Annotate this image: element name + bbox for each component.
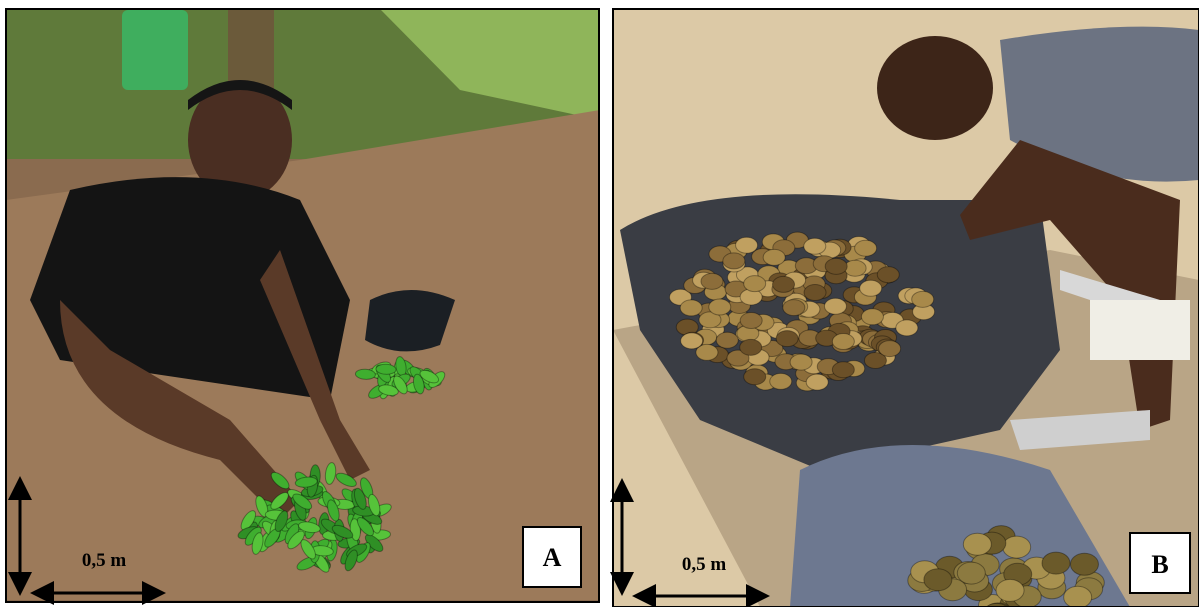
fruit	[744, 369, 766, 385]
fruit	[763, 249, 785, 265]
fruit	[1042, 552, 1070, 574]
photo-b	[613, 9, 1199, 607]
scale-label: 0,5 m	[682, 554, 727, 575]
fruit	[744, 276, 766, 292]
fruit	[1070, 553, 1098, 575]
fruit	[376, 364, 396, 375]
fruit	[723, 253, 745, 269]
fruit	[790, 354, 812, 370]
fruit	[806, 374, 828, 390]
fruit	[996, 579, 1024, 601]
fruit	[1064, 586, 1092, 607]
fruit	[832, 362, 854, 378]
scale-label: 0,5 m	[82, 550, 127, 571]
panel-label: A	[543, 543, 562, 572]
fruit	[783, 300, 805, 316]
fruit	[825, 258, 847, 274]
fruit	[716, 332, 738, 348]
fruit	[804, 238, 826, 254]
fruit	[861, 309, 883, 325]
fruit	[709, 299, 731, 315]
fruit	[957, 562, 985, 584]
fruit	[776, 331, 798, 347]
page: 0,5 m A 0,5 m B (() => { const data = JS…	[0, 0, 1199, 607]
fruit	[701, 273, 723, 289]
fruit	[832, 334, 854, 350]
fruit	[1003, 536, 1031, 558]
fruit	[879, 341, 901, 357]
fruit	[773, 276, 795, 292]
photo-a	[6, 9, 600, 602]
fruit	[680, 300, 702, 316]
fruit	[896, 320, 918, 336]
figure: 0,5 m A 0,5 m B	[0, 0, 1199, 607]
fruit	[804, 285, 826, 301]
fruit	[860, 280, 882, 296]
fruit	[770, 373, 792, 389]
fruit	[736, 237, 758, 253]
fruit	[855, 240, 877, 256]
fruit	[740, 339, 762, 355]
fruit	[681, 333, 703, 349]
panel-label: B	[1151, 550, 1168, 579]
fruit	[924, 569, 952, 591]
fruit	[824, 298, 846, 314]
fruit	[740, 313, 762, 329]
fruit	[912, 291, 934, 307]
fruit	[877, 267, 899, 283]
fruit	[963, 533, 991, 555]
